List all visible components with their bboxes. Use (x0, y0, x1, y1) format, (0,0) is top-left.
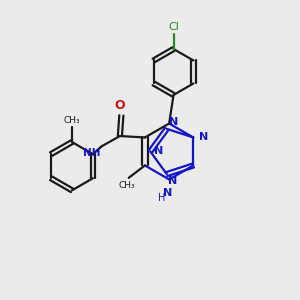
Text: Cl: Cl (168, 22, 179, 32)
Text: N: N (163, 188, 172, 198)
Text: CH₃: CH₃ (119, 182, 136, 190)
Text: H: H (158, 193, 166, 203)
Text: O: O (115, 99, 125, 112)
Text: N: N (199, 132, 208, 142)
Text: NH: NH (83, 148, 100, 158)
Text: N: N (154, 146, 163, 157)
Text: N: N (168, 176, 178, 187)
Text: CH₃: CH₃ (64, 116, 80, 125)
Text: N: N (169, 117, 178, 128)
